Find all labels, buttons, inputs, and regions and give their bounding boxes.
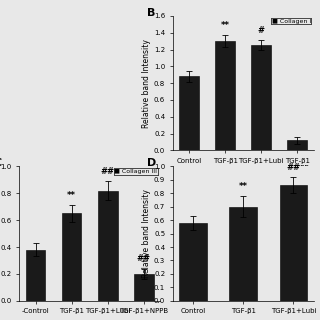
Bar xyxy=(62,213,82,301)
Text: D: D xyxy=(148,158,157,168)
Text: ■ Collagen I: ■ Collagen I xyxy=(272,19,311,24)
Bar xyxy=(287,140,307,150)
Text: ■ Collagen III: ■ Collagen III xyxy=(114,169,157,174)
Y-axis label: Relative band Intensity: Relative band Intensity xyxy=(142,189,151,278)
Bar xyxy=(229,207,257,301)
Bar xyxy=(134,274,154,301)
Text: ##: ## xyxy=(137,254,151,263)
Bar xyxy=(215,41,235,150)
Text: ■ Collagen III: ■ Collagen III xyxy=(114,169,157,174)
Bar xyxy=(280,185,307,301)
Text: **: ** xyxy=(239,181,248,191)
Bar xyxy=(26,250,45,301)
Text: **: ** xyxy=(221,21,230,30)
Bar xyxy=(251,45,271,150)
Y-axis label: Relative band Intensity: Relative band Intensity xyxy=(142,39,151,128)
Text: B: B xyxy=(148,8,156,18)
Text: C: C xyxy=(0,158,2,168)
Text: ■ Collagen I: ■ Collagen I xyxy=(272,19,311,24)
Text: #: # xyxy=(258,26,265,35)
Text: **: ** xyxy=(67,191,76,200)
Text: ##: ## xyxy=(286,163,300,172)
Bar xyxy=(179,76,199,150)
Bar xyxy=(98,191,117,301)
Bar xyxy=(179,223,207,301)
Text: ##: ## xyxy=(100,167,115,176)
